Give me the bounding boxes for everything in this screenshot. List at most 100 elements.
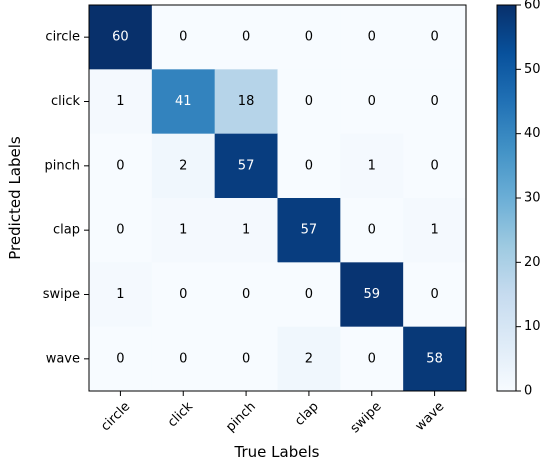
colorbar [496,4,517,392]
cell-value-label: 0 [305,94,313,109]
cell-value-label: 41 [175,94,192,109]
x-tick-label: circle [98,399,133,434]
cell-value-label: 0 [116,351,124,366]
cell-value-label: 0 [179,287,187,302]
heatmap-cell [214,262,278,328]
heatmap-cell [151,69,216,135]
heatmap-cell [89,69,153,135]
y-tick-label: wave [46,351,80,366]
x-tick-label: clap [292,399,322,429]
heatmap-cell [340,69,404,135]
colorbar-tick-label: 40 [524,126,541,141]
heatmap-cell [214,326,278,392]
cell-value-label: 0 [242,351,250,366]
heatmap-cells: 60 0 0 0 0 0 1 41 18 0 0 0 0 2 57 0 1 0 0 1 1 57 0 1 1 0 0 0 59 0 0 0 0 2… [89,5,467,392]
cell-value-label: 0 [368,351,376,366]
plot-frame [88,4,467,392]
heatmap-cell [403,5,467,70]
cell-value-label: 0 [430,287,438,302]
cell-value-label: 0 [116,158,124,173]
colorbar-tick-label: 0 [524,384,532,399]
cell-value-label: 58 [426,351,443,366]
cell-value-label: 2 [305,351,313,366]
cell-value-label: 1 [368,158,376,173]
cell-value-label: 1 [242,223,250,238]
heatmap-cell [277,133,341,199]
cell-value-label: 57 [301,223,318,238]
colorbar-tick-label: 60 [524,0,541,13]
heatmap-cell [214,69,278,135]
cell-value-label: 57 [238,158,255,173]
x-axis-ticks: circle click pinch clap swipe wave [98,391,447,436]
heatmap-cell [277,326,341,392]
cell-value-label: 59 [363,287,380,302]
heatmap-cell [214,198,278,263]
heatmap-cell [340,262,404,328]
heatmap-cell [151,198,216,263]
x-tick-label: click [165,399,196,430]
y-tick-label: pinch [45,158,81,173]
cell-value-label: 2 [179,158,187,173]
heatmap-cell [277,198,341,263]
cell-value-label: 18 [238,94,255,109]
cell-value-label: 0 [305,287,313,302]
cell-value-label: 1 [430,223,438,238]
y-tick-label: circle [45,30,80,45]
cell-value-label: 0 [430,94,438,109]
cell-value-label: 1 [116,94,124,109]
heatmap-cell [151,326,216,392]
heatmap-cell [151,133,216,199]
x-tick-label: wave [413,399,448,434]
cell-value-label: 0 [430,30,438,45]
heatmap-cell [340,326,404,392]
x-axis-title: True Labels [234,443,320,461]
heatmap-cell [89,326,153,392]
heatmap-cell [340,5,404,70]
heatmap-cell [277,5,341,70]
heatmap-cell [277,69,341,135]
heatmap-cell [403,326,467,392]
cell-value-label: 1 [116,287,124,302]
cell-value-label: 1 [179,223,187,238]
heatmap-cell [89,262,153,328]
heatmap-cell [151,262,216,328]
y-tick-label: click [51,94,81,109]
colorbar-ticks: 0 10 20 30 40 50 60 [516,0,541,399]
cell-value-label: 0 [116,223,124,238]
cell-value-label: 0 [368,223,376,238]
x-tick-label: pinch [223,399,259,435]
heatmap-cell [214,5,278,70]
cell-value-label: 0 [179,351,187,366]
y-axis-ticks: circle click pinch clap swipe wave [43,30,89,366]
heatmap-cell [277,262,341,328]
y-tick-label: swipe [43,287,80,302]
cell-value-label: 0 [242,287,250,302]
colorbar-tick-label: 10 [524,319,541,334]
cell-value-label: 0 [368,94,376,109]
cell-value-label: 0 [179,30,187,45]
x-tick-label: swipe [348,399,385,436]
colorbar-tick-label: 20 [524,255,541,270]
heatmap-cell [89,5,153,70]
colorbar-tick-label: 30 [524,191,541,206]
heatmap-cell [403,133,467,199]
y-axis-title: Predicted Labels [6,136,24,260]
cell-value-label: 0 [305,158,313,173]
cell-value-label: 0 [242,30,250,45]
heatmap-cell [403,69,467,135]
heatmap-cell [89,198,153,263]
heatmap-cell [340,133,404,199]
cell-value-label: 60 [112,30,129,45]
cell-value-label: 0 [305,30,313,45]
heatmap-cell [89,133,153,199]
heatmap-cell [214,133,278,199]
heatmap-cell [403,262,467,328]
heatmap-cell [403,198,467,263]
heatmap-cell [151,5,216,70]
colorbar-tick-label: 50 [524,62,541,77]
y-tick-label: clap [53,223,80,238]
heatmap-cell [340,198,404,263]
cell-value-label: 0 [430,158,438,173]
cell-value-label: 0 [368,30,376,45]
